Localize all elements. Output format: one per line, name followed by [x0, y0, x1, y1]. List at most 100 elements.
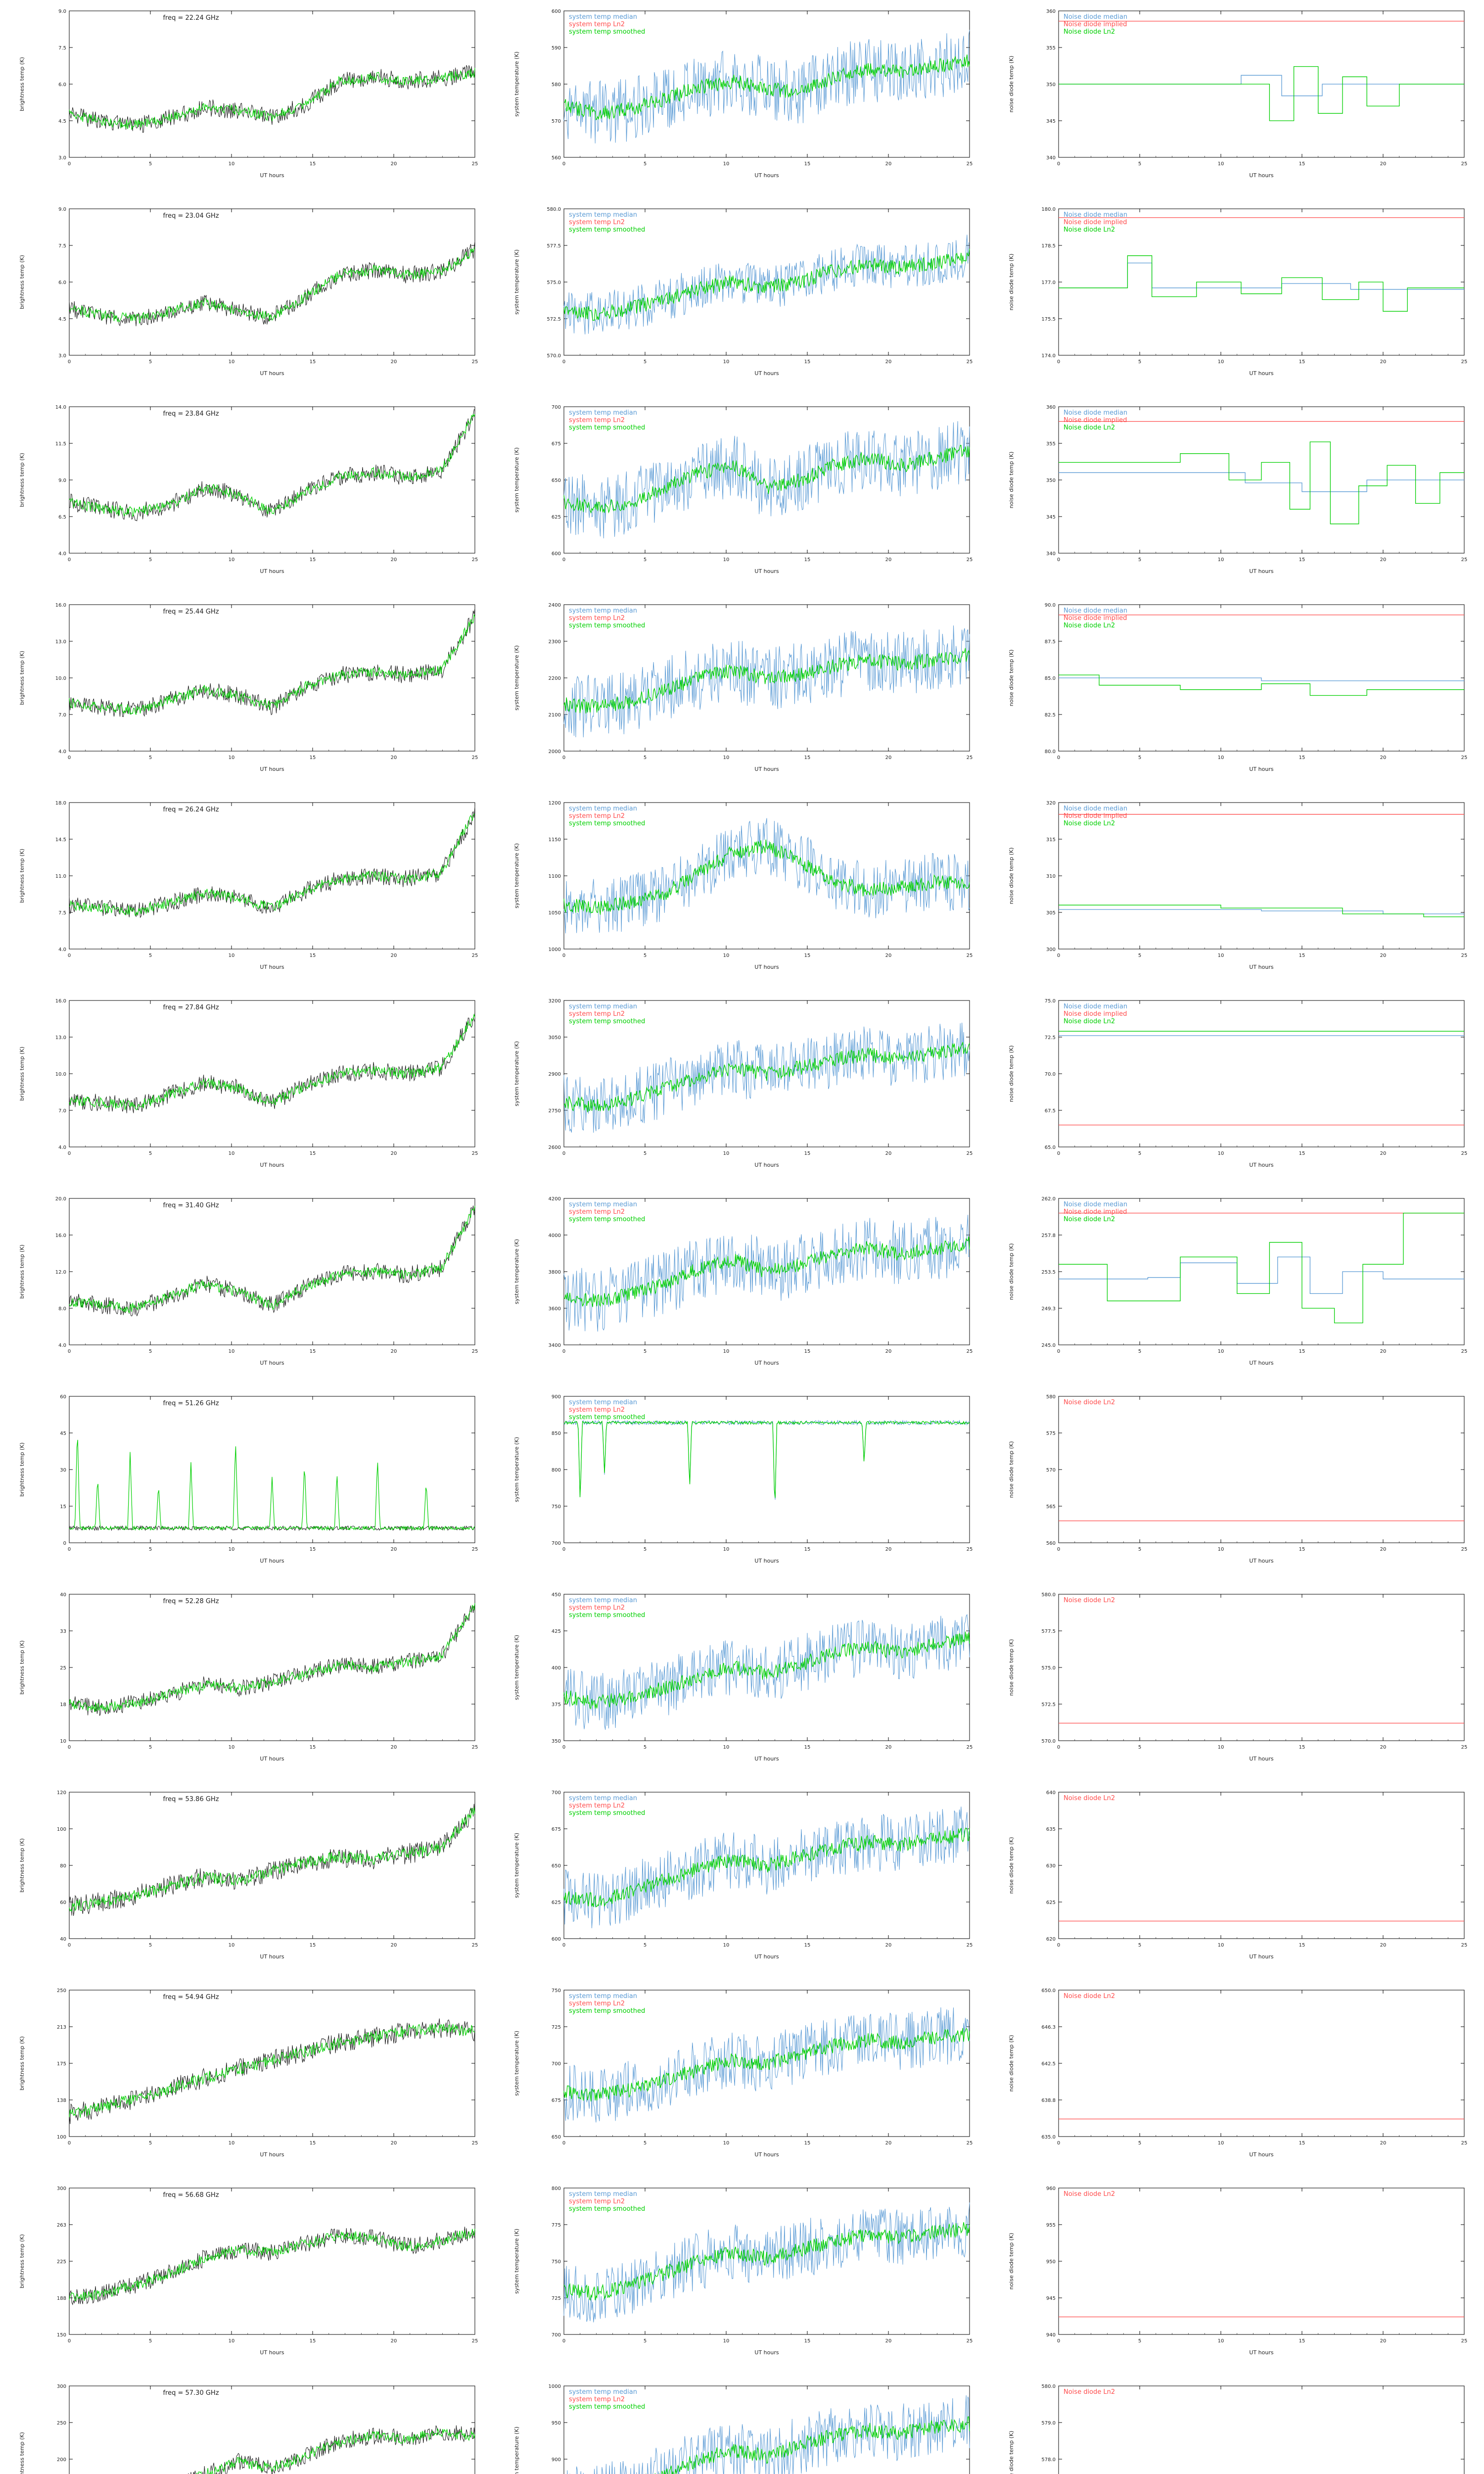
x-tick-label: 25 [472, 1547, 478, 1552]
y-tick-label: 3200 [549, 999, 561, 1004]
x-tick-label: 15 [804, 1349, 811, 1354]
x-tick-label: 25 [967, 755, 973, 761]
brightness-panel-2: 0 5 10 15 20 25 3.0 4.5 6.0 7.5 9.0 brightness temp… [0, 198, 495, 396]
noise-diode-panel-3: 0 5 10 15 20 25 340 345 350 355 360 noise diode tem… [989, 396, 1484, 594]
y-tick-label: 570.0 [547, 353, 561, 359]
x-tick-label: 20 [1380, 1349, 1387, 1354]
x-tick-label: 5 [149, 755, 152, 761]
x-tick-label: 20 [885, 2141, 892, 2146]
x-tick-label: 25 [967, 359, 973, 365]
y-axis-label: system temperature (K) [513, 1041, 520, 1106]
legend-entry: system temp median [569, 1795, 637, 1802]
x-tick-label: 20 [885, 755, 892, 761]
y-axis-label: brightness temp (K) [19, 57, 25, 111]
y-tick-label: 3800 [549, 1270, 561, 1275]
freq-label: freq = 52.28 GHz [163, 1598, 219, 1605]
x-tick-label: 20 [391, 1151, 397, 1156]
y-tick-label: 257.8 [1041, 1233, 1056, 1238]
y-tick-label: 300 [1046, 947, 1056, 952]
data-series [563, 30, 970, 143]
x-tick-label: 5 [644, 2338, 647, 2344]
x-tick-label: 10 [723, 1745, 730, 1750]
y-tick-label: 570 [552, 119, 561, 124]
brightness-panel-10: 0 5 10 15 20 25 40 60 80 100 120 brightness temp (K… [0, 1781, 495, 1979]
legend-entry: system temp Ln2 [569, 812, 625, 820]
system-temp-panel-9: 0 5 10 15 20 25 350 375 400 425 450 system temperat… [495, 1583, 989, 1781]
y-tick-label: 900 [552, 1394, 561, 1400]
data-series [563, 818, 970, 934]
data-series [69, 1603, 475, 1713]
y-axis-label: noise diode temp (K) [1008, 650, 1015, 707]
x-axis-label: UT hours [1249, 1360, 1273, 1366]
x-tick-label: 20 [885, 1151, 892, 1156]
x-axis-label: UT hours [1249, 370, 1273, 377]
y-tick-label: 2200 [549, 676, 561, 681]
x-tick-label: 5 [149, 557, 152, 563]
x-tick-label: 10 [1218, 1151, 1224, 1156]
legend-entry: system temp smoothed [569, 622, 645, 629]
x-tick-label: 20 [885, 1943, 892, 1948]
x-tick-label: 5 [1138, 953, 1141, 958]
y-tick-label: 1100 [549, 874, 561, 879]
brightness-panel-12-svg: 0 5 10 15 20 25 150 188 225 263 300 brightness temp… [19, 2186, 478, 2356]
y-tick-label: 14.5 [55, 837, 66, 843]
x-tick-label: 15 [310, 161, 316, 167]
plot-row-9: 0 5 10 15 20 25 10 18 25 33 40 brightness temp (K) U… [0, 1583, 1484, 1781]
brightness-panel-7: 0 5 10 15 20 25 4.0 8.0 12.0 16.0 20.0 brightness t… [0, 1188, 495, 1385]
noise-diode-panel-12-svg: 0 5 10 15 20 25 940 945 950 955 960 noise diode tem… [1008, 2186, 1467, 2356]
y-tick-label: 200 [57, 2457, 66, 2463]
x-tick-label: 25 [967, 1547, 973, 1552]
x-tick-label: 0 [562, 161, 565, 167]
x-tick-label: 0 [68, 755, 71, 761]
data-series [69, 807, 475, 918]
x-tick-label: 15 [1299, 1547, 1305, 1552]
y-tick-label: 4.0 [58, 1343, 66, 1348]
noise-diode-panel-1: 0 5 10 15 20 25 340 345 350 355 360 noise diode tem… [989, 0, 1484, 198]
plot-row-8: 0 5 10 15 20 25 0 15 30 45 60 brightness temp (K) UT… [0, 1385, 1484, 1583]
x-tick-label: 15 [310, 1745, 316, 1750]
x-tick-label: 5 [1138, 2141, 1141, 2146]
y-axis-label: brightness temp (K) [19, 1640, 25, 1695]
plot-row-12: 0 5 10 15 20 25 150 188 225 263 300 brightness temp… [0, 2177, 1484, 2375]
system-temp-panel-6: 0 5 10 15 20 25 2600 2750 2900 3050 3200 system tem… [495, 990, 989, 1188]
x-tick-label: 5 [1138, 1349, 1141, 1354]
x-tick-label: 25 [967, 1151, 973, 1156]
y-tick-label: 263 [57, 2223, 66, 2228]
x-axis-label: UT hours [1249, 172, 1273, 179]
legend-entry: system temp median [569, 805, 637, 812]
y-axis-label: system temperature (K) [513, 447, 520, 513]
x-tick-label: 10 [229, 2141, 235, 2146]
data-series [563, 1631, 970, 1709]
x-tick-label: 15 [1299, 557, 1305, 563]
y-tick-label: 635.0 [1041, 2135, 1056, 2140]
y-tick-label: 300 [57, 2384, 66, 2389]
noise-diode-panel-11: 0 5 10 15 20 25 635.0 638.8 642.5 646.3 650.0 noise… [989, 1979, 1484, 2177]
y-tick-label: 400 [552, 1665, 561, 1671]
x-axis-label: UT hours [754, 568, 779, 574]
y-tick-label: 580.0 [547, 207, 561, 212]
y-axis-label: noise diode temp (K) [1008, 254, 1015, 311]
x-tick-label: 0 [562, 953, 565, 958]
x-tick-label: 5 [644, 1943, 647, 1948]
y-tick-label: 620 [1046, 1937, 1056, 1942]
y-tick-label: 2400 [549, 603, 561, 608]
data-series [563, 1236, 970, 1307]
data-series [563, 248, 970, 321]
y-tick-label: 262.0 [1041, 1196, 1056, 1202]
legend-entry: system temp smoothed [569, 1809, 645, 1817]
y-tick-label: 700 [552, 2061, 561, 2067]
legend-entry: Noise diode median [1064, 607, 1127, 615]
legend-entry: Noise diode Ln2 [1064, 1795, 1115, 1802]
x-tick-label: 25 [967, 1745, 973, 1750]
y-axis-label: brightness temp (K) [19, 1244, 25, 1299]
data-series [196, 2427, 475, 2474]
y-tick-label: 13.0 [55, 639, 66, 645]
plot-frame [69, 1198, 475, 1345]
y-tick-label: 775 [552, 2223, 561, 2228]
x-tick-label: 5 [1138, 1943, 1141, 1948]
legend-entry: system temp smoothed [569, 28, 645, 36]
y-tick-label: 82.5 [1045, 713, 1056, 718]
x-tick-label: 10 [1218, 359, 1224, 365]
data-series [567, 2395, 970, 2474]
x-axis-label: UT hours [754, 1756, 779, 1762]
